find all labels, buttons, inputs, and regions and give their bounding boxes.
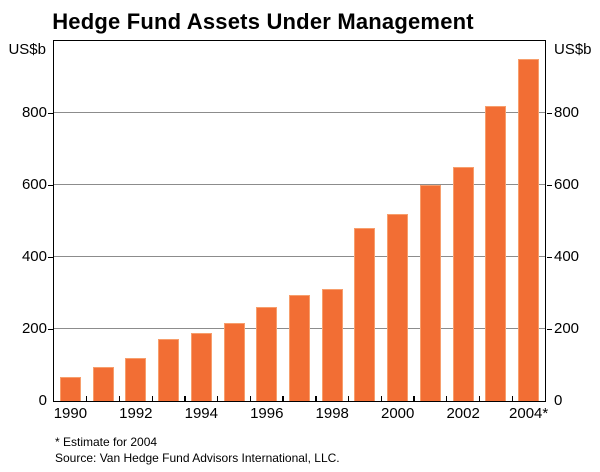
gridline-400: [54, 256, 545, 257]
y-axis-label-left: 0: [38, 392, 47, 409]
y-axis-tick-left: [47, 184, 53, 186]
y-axis-tick-right: [546, 112, 552, 114]
x-axis-tick: [282, 396, 284, 401]
y-axis-unit-left: US$b: [8, 41, 46, 58]
gridline-800: [54, 112, 545, 113]
chart-title: Hedge Fund Assets Under Management: [52, 9, 474, 34]
x-axis-tick: [118, 396, 121, 401]
bar-1998: [321, 289, 343, 401]
y-axis-tick-left: [47, 112, 53, 114]
footnote-source: Source: Van Hedge Fund Advisors Internat…: [55, 451, 340, 465]
plot-area: 0 0 200 200 400 400 600 600 800 800 1990 1992 1994 19…: [22, 40, 579, 422]
x-axis-label: 2002: [446, 405, 480, 422]
gridline-600: [54, 184, 545, 185]
y-axis-tick-right: [546, 328, 552, 330]
y-axis-tick-left: [47, 256, 53, 258]
y-axis-label-right: 600: [554, 176, 580, 193]
y-axis-label-left: 800: [21, 104, 47, 121]
bar-1997: [289, 294, 310, 401]
bar-1994: [190, 332, 212, 401]
bar-1990: [59, 376, 81, 401]
x-axis-tick: [184, 396, 186, 401]
x-axis-label: 1990: [53, 405, 88, 422]
x-axis-tick: [478, 396, 481, 401]
x-axis-label: 2004*: [509, 405, 549, 422]
bar-2003: [485, 105, 507, 401]
y-axis-label-right: 400: [554, 248, 580, 265]
y-axis-label-left: 600: [21, 176, 47, 193]
bar-1992: [125, 357, 147, 401]
x-axis-tick: [446, 396, 448, 401]
y-axis-label-right: 800: [554, 104, 580, 121]
y-axis-tick-right: [546, 184, 552, 186]
x-axis-tick: [347, 396, 350, 401]
y-axis-tick-left: [47, 328, 53, 330]
bar-1993: [158, 339, 180, 401]
bar-1995: [223, 322, 245, 401]
bar-1996: [256, 307, 278, 401]
x-axis-tick: [511, 396, 513, 401]
x-axis-label: 1992: [119, 405, 153, 422]
x-axis-tick: [249, 396, 252, 401]
y-axis-tick-right: [546, 256, 552, 258]
x-axis-tick: [413, 396, 415, 401]
x-axis-label: 1994: [184, 405, 218, 422]
x-axis-tick: [380, 396, 382, 401]
x-axis-tick: [151, 396, 153, 401]
x-axis-tick: [217, 396, 219, 401]
y-axis-label-left: 200: [21, 320, 47, 337]
y-axis-label-left: 400: [21, 248, 47, 265]
y-axis-label-right: 200: [554, 320, 580, 337]
bar-2000: [387, 213, 409, 401]
bar-2001: [419, 185, 441, 401]
x-axis-label: 1998: [315, 405, 349, 422]
x-axis-tick: [86, 396, 88, 401]
x-axis-tick: [315, 396, 317, 401]
bar-1991: [92, 367, 114, 401]
x-axis-label: 1996: [250, 405, 284, 422]
bar-1999: [354, 228, 376, 401]
y-axis-unit-right: US$b: [554, 41, 592, 58]
footnote-estimate: * Estimate for 2004: [55, 435, 158, 449]
bar-2004: [518, 59, 540, 401]
bar-2002: [452, 167, 474, 401]
x-axis-label: 2000: [381, 405, 415, 422]
y-axis-label-right: 0: [554, 392, 563, 409]
